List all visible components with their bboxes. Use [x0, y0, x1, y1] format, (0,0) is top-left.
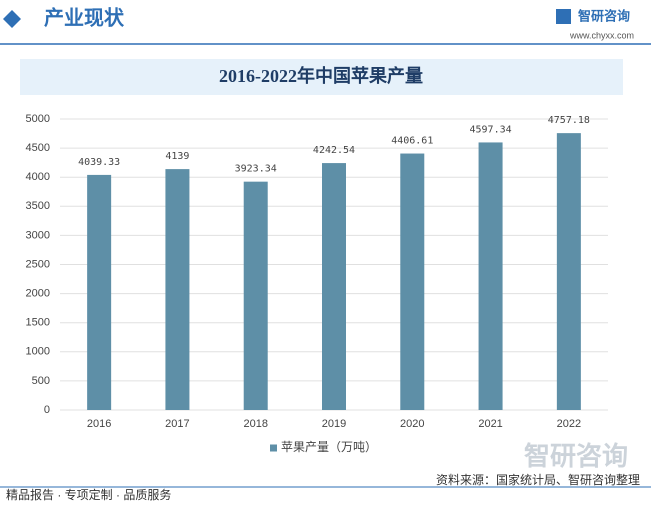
x-tick-label: 2021 — [478, 418, 502, 430]
chart-title: 2016-2022年中国苹果产量 — [219, 65, 423, 86]
legend-label: 苹果产量（万吨） — [281, 440, 377, 454]
data-label: 4139 — [165, 151, 189, 162]
bar — [322, 163, 346, 410]
source: 资料来源：国家统计局、智研咨询整理 — [436, 472, 640, 487]
plot: 0 500 1000 1500 2000 2500 3000 3500 4000 4500 5000… — [26, 113, 608, 454]
x-tick-label: 2020 — [400, 418, 424, 430]
y-tick-label: 3000 — [26, 229, 50, 241]
legend-swatch — [270, 444, 277, 452]
y-tick-label: 4500 — [26, 142, 50, 154]
y-tick-label: 1500 — [26, 317, 50, 329]
bar — [478, 142, 503, 410]
bar — [243, 181, 268, 410]
y-tick-label: 3500 — [26, 200, 50, 212]
data-label: 4039.33 — [78, 157, 120, 168]
data-label: 4406.61 — [391, 136, 433, 147]
y-tick-label: 5000 — [26, 113, 50, 125]
data-label: 4597.34 — [469, 124, 511, 135]
footer: 精品报告 · 专项定制 · 品质服务 — [6, 487, 171, 502]
data-label: 4242.54 — [313, 145, 355, 156]
y-tick-label: 0 — [44, 404, 50, 416]
url: www.chyxx.com — [569, 30, 634, 40]
x-tick-label: 2022 — [557, 418, 581, 430]
y-tick-label: 1000 — [26, 346, 50, 358]
title-band — [20, 59, 623, 95]
section-title: 产业现状 — [44, 5, 125, 29]
x-tick-label: 2017 — [165, 418, 189, 430]
bar — [556, 133, 581, 410]
bar — [400, 153, 425, 411]
x-tick-label: 2018 — [243, 418, 267, 430]
x-tick-label: 2019 — [322, 418, 346, 430]
bar — [165, 169, 190, 410]
x-tick-label: 2016 — [87, 418, 111, 430]
y-tick-label: 4000 — [26, 171, 50, 183]
y-tick-label: 2500 — [26, 258, 50, 270]
brand: 智研咨询 — [578, 8, 630, 23]
y-tick-label: 2000 — [26, 288, 50, 300]
bar — [87, 174, 112, 410]
data-label: 4757.18 — [548, 115, 590, 126]
section-icon — [3, 10, 21, 28]
watermark: 智研咨询 — [524, 441, 628, 471]
y-tick-label: 500 — [32, 375, 50, 387]
data-label: 3923.34 — [235, 164, 277, 175]
logo-icon — [556, 9, 571, 24]
